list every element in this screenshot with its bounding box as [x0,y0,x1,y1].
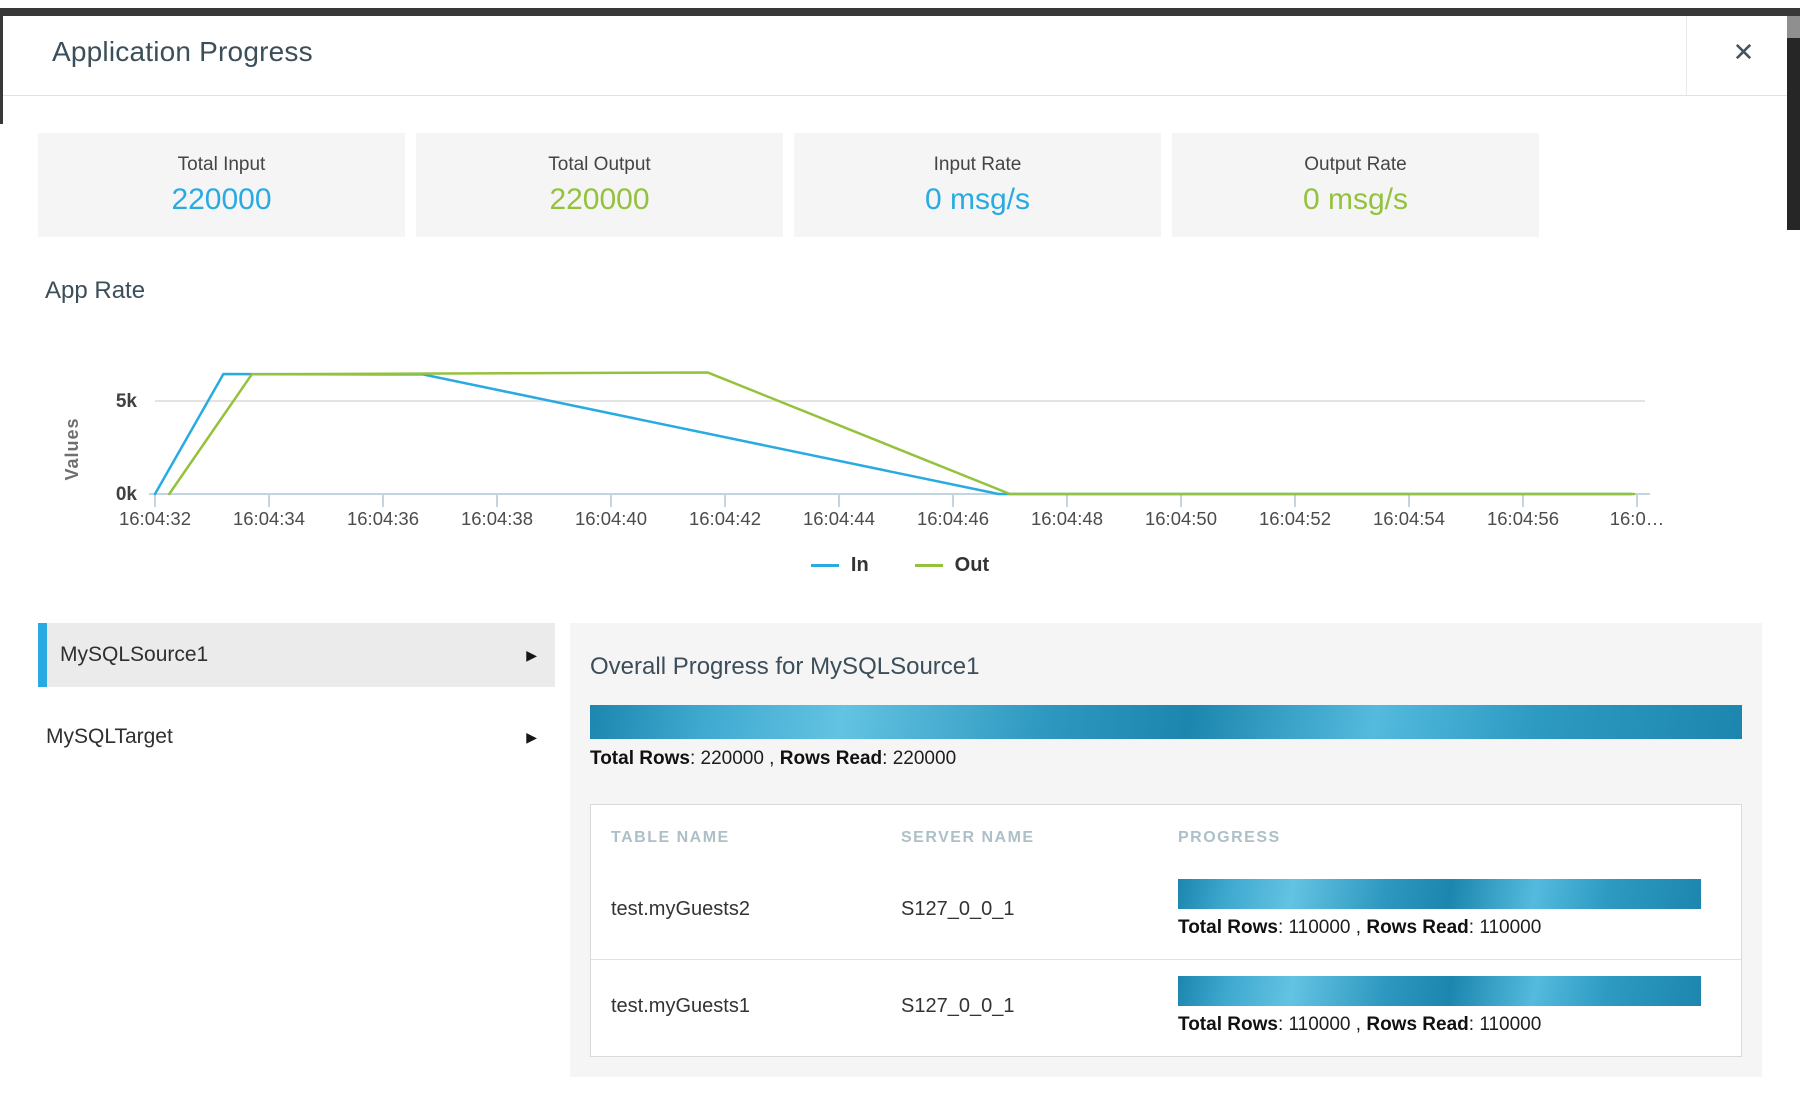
legend-out-swatch [914,564,943,567]
cell-progress: Total Rows: 110000 , Rows Read: 110000 [1178,879,1701,939]
cell-progress: Total Rows: 110000 , Rows Read: 110000 [1178,976,1701,1036]
svg-text:Values: Values [62,417,82,480]
svg-text:16:04:52: 16:04:52 [1259,508,1331,529]
svg-text:16:04:40: 16:04:40 [575,508,647,529]
legend-item-out: Out [914,554,990,577]
table-row: test.myGuests1 S127_0_0_1 Total Rows: 11… [591,959,1741,1056]
page-title: Application Progress [52,35,313,67]
svg-text:0k: 0k [116,484,138,505]
stat-value: 0 msg/s [1302,182,1409,216]
svg-text:16:04:36: 16:04:36 [347,508,419,529]
progress-section: MySQLSource1 ▶ MySQLTarget ▶ Overall Pro… [38,623,1762,1077]
overall-progress-bar [590,705,1742,739]
row-rows-caption: Total Rows: 110000 , Rows Read: 110000 [1178,917,1542,938]
chart-title: App Rate [45,277,146,304]
row-progress-bar [1178,879,1701,909]
app-rate-plot: 0k 5k Values 16:04:32 16:04:34 16:04:36 16:04:… [62,371,1665,529]
row-rows-caption: Total Rows: 110000 , Rows Read: 110000 [1178,1014,1542,1035]
cell-table-name: test.myGuests1 [611,994,750,1017]
stat-label: Total Input [177,153,266,175]
list-item-mysqltarget[interactable]: MySQLTarget ▶ [38,705,555,769]
cell-server-name: S127_0_0_1 [901,994,1015,1017]
close-button[interactable]: ✕ [1686,8,1800,95]
row-progress-track [1178,976,1701,1006]
stat-value: 0 msg/s [924,182,1031,216]
stat-value: 220000 [549,182,650,216]
svg-text:16:04:48: 16:04:48 [1031,508,1103,529]
overall-progress-panel: Overall Progress for MySQLSource1 Total … [570,623,1762,1077]
svg-text:16:04:32: 16:04:32 [119,508,191,529]
svg-text:16:0…: 16:0… [1610,508,1665,529]
chevron-right-icon: ▶ [526,646,537,663]
stat-value: 220000 [171,182,272,216]
legend-out-label: Out [954,554,990,576]
chart-legend: In Out [45,554,1755,577]
legend-in-swatch [810,564,839,567]
svg-text:16:04:46: 16:04:46 [917,508,989,529]
cell-server-name: S127_0_0_1 [901,897,1015,920]
stat-card-input-rate: Input Rate 0 msg/s [794,133,1161,237]
backdrop-top-strip [0,8,1800,16]
list-item-label: MySQLTarget [46,725,173,748]
modal-content: Total Input 220000 Total Output 220000 I… [0,133,1800,1077]
row-progress-track [1178,879,1701,909]
list-item-label: MySQLSource1 [60,643,209,666]
stat-label: Input Rate [933,153,1022,175]
modal-header: Application Progress ✕ [0,8,1800,96]
close-icon: ✕ [1732,36,1755,67]
stat-label: Total Output [548,153,651,175]
svg-text:5k: 5k [116,391,138,412]
svg-text:16:04:50: 16:04:50 [1145,508,1217,529]
table-row: test.myGuests2 S127_0_0_1 Total Rows: 11… [591,863,1741,959]
stat-label: Output Rate [1304,153,1407,175]
svg-text:16:04:42: 16:04:42 [689,508,761,529]
list-item-mysqlsource1[interactable]: MySQLSource1 ▶ [38,623,555,687]
svg-text:16:04:44: 16:04:44 [803,508,875,529]
stat-card-total-output: Total Output 220000 [416,133,783,237]
table-header-row: TABLE NAME SERVER NAME PROGRESS [591,805,1741,863]
column-header-server-name: SERVER NAME [901,829,1035,846]
row-progress-bar [1178,976,1701,1006]
app-rate-chart: 0k 5k Values 16:04:32 16:04:34 16:04:36 16:04:… [45,309,1762,577]
selected-indicator-bar [38,623,47,687]
legend-item-in: In [810,554,869,577]
svg-text:16:04:56: 16:04:56 [1487,508,1559,529]
cell-table-name: test.myGuests2 [611,897,750,920]
stat-card-total-input: Total Input 220000 [38,133,405,237]
svg-text:16:04:54: 16:04:54 [1373,508,1445,529]
overall-rows-caption: Total Rows: 220000 , Rows Read: 220000 [590,748,957,769]
tables-progress-table: TABLE NAME SERVER NAME PROGRESS test.myG… [590,804,1742,1057]
source-list: MySQLSource1 ▶ MySQLTarget ▶ [38,623,555,769]
backdrop-left-sliver [0,16,3,124]
svg-text:16:04:34: 16:04:34 [233,508,305,529]
chevron-right-icon: ▶ [526,728,537,745]
svg-text:16:04:38: 16:04:38 [461,508,533,529]
column-header-table-name: TABLE NAME [611,829,730,846]
column-header-progress: PROGRESS [1178,829,1281,846]
overall-progress-heading: Overall Progress for MySQLSource1 [590,653,980,680]
stats-row: Total Input 220000 Total Output 220000 I… [38,133,1762,237]
backdrop-right-sliver [1787,16,1800,230]
stat-card-output-rate: Output Rate 0 msg/s [1172,133,1539,237]
legend-in-label: In [850,554,869,576]
overall-progress-track [590,705,1742,739]
